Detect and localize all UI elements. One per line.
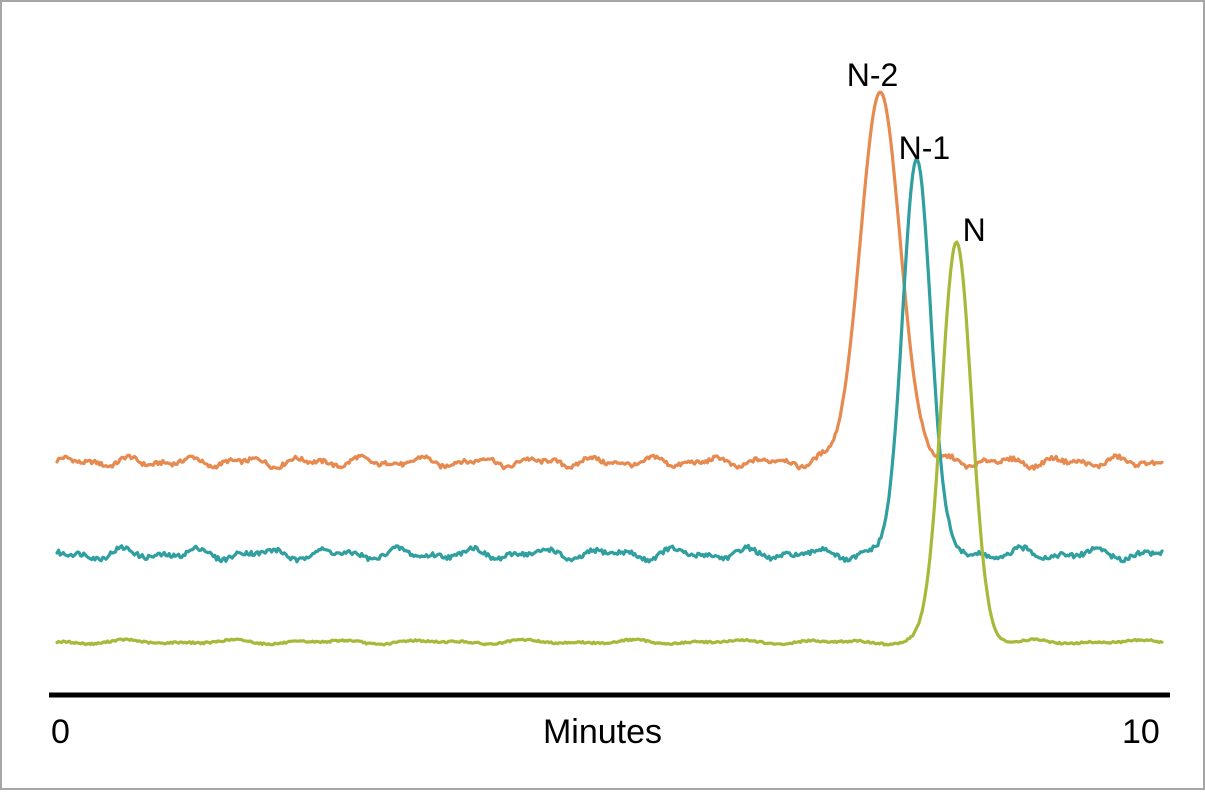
chart-frame: 0 10 Minutes N-2 N-1 N [0, 0, 1205, 790]
series-N [57, 242, 1162, 645]
peak-label-n-1: N-1 [899, 130, 951, 167]
peak-label-n: N [963, 212, 986, 249]
chromatogram-plot [2, 2, 1205, 792]
series-N-2 [57, 92, 1162, 469]
series-N-1 [57, 159, 1162, 561]
x-tick-label-10: 10 [1122, 713, 1160, 752]
x-tick-label-0: 0 [51, 713, 70, 752]
x-axis-label: Minutes [543, 713, 662, 752]
peak-label-n-2: N-2 [847, 57, 899, 94]
